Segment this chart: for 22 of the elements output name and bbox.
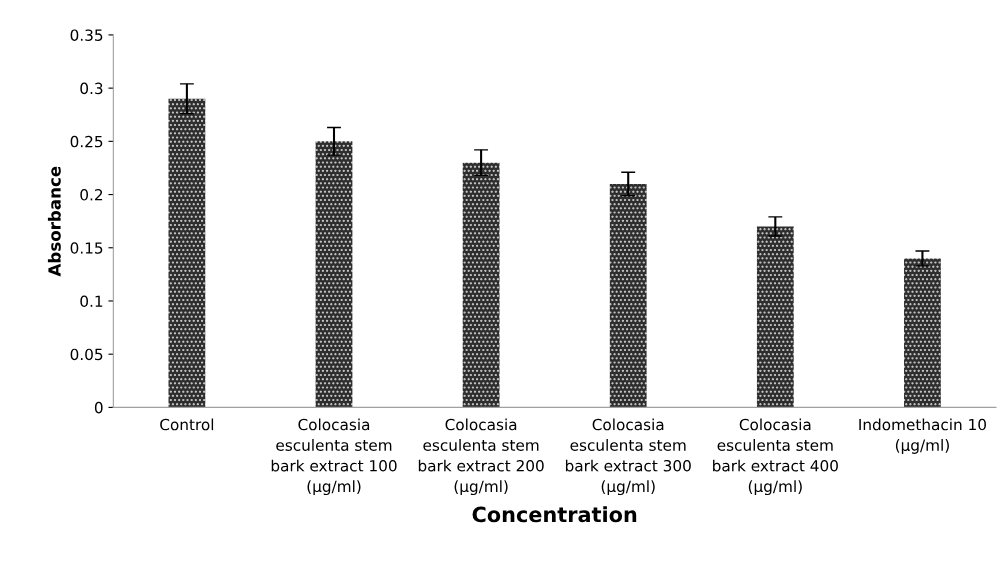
bar — [462, 162, 500, 408]
y-tick-label: 0.05 — [70, 348, 103, 361]
x-tick-label: Indomethacin 10 (µg/ml) — [859, 418, 986, 454]
x-tick-label: Colocasia esculenta stem bark extract 100 (µg/ml) — [271, 418, 397, 496]
x-axis-title: Concentration — [472, 506, 637, 523]
y-tick-label: 0.35 — [70, 29, 103, 41]
bar — [904, 258, 941, 408]
x-tick-label: Colocasia esculenta stem bark extract 300 (µg/ml) — [565, 418, 691, 496]
bar — [168, 98, 206, 408]
bar — [609, 183, 647, 408]
bar — [315, 141, 353, 408]
x-tick-label: Colocasia esculenta stem bark extract 200 (µg/ml) — [418, 418, 544, 496]
y-tick-label: 0.25 — [70, 135, 103, 148]
y-tick-label: 0.2 — [80, 189, 103, 201]
y-axis-title: Absorbance — [47, 166, 61, 277]
bar — [756, 226, 794, 408]
y-tick-label: 0.1 — [80, 295, 103, 307]
x-tick-label: Colocasia esculenta stem bark extract 400 (µg/ml) — [713, 418, 838, 496]
y-tick-label: 0.3 — [80, 82, 103, 95]
y-tick-label: 0 — [94, 401, 103, 414]
y-tick-label: 0.15 — [70, 242, 103, 254]
x-tick-label: Control — [160, 418, 214, 431]
